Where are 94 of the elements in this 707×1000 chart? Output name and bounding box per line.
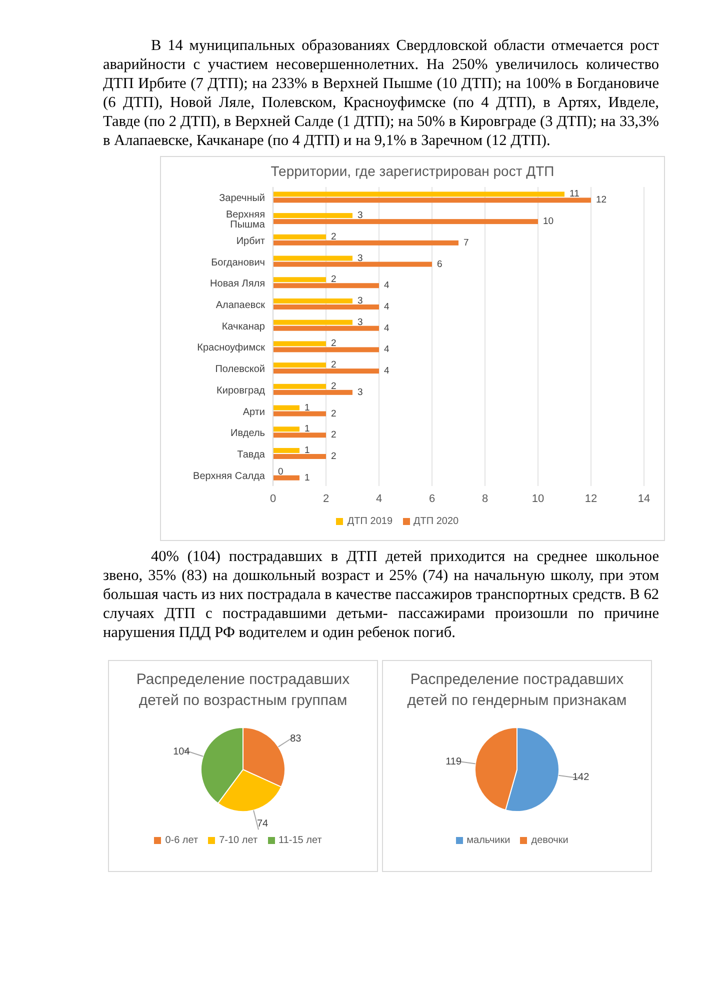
data-label: 1 <box>304 444 310 456</box>
legend-label: 11-15 лет <box>278 835 322 846</box>
text: В 14 муниципальных образованиях Свердловской области отмечается рост аварийности с участием несовершеннолетних. На 250% увеличилось количество ДТП Ирбите (7 ДТП); на 233% в Верхней Пышме (10 ДТП); на 100% в Богдановиче (6 ДТП), Новой Ляле, Полевском, Красноуфимске (по 4 ДТП), в Артях, Ивделе, Тавде (по 2 ДТП), в Верхней Салде (1 ДТП); на 50% в Кировграде (3 ДТП); на 33,3% в Алапаевске, Качканаре (по 4 ДТП) и на 9,1% в Заречном (12 ДТП). <box>103 36 659 150</box>
bar <box>273 198 591 203</box>
bar <box>273 192 564 197</box>
data-label: 1 <box>304 402 310 414</box>
x-tick-label: 6 <box>428 492 436 505</box>
legend-label: 0-6 лет <box>165 835 198 846</box>
data-label: 2 <box>331 380 336 392</box>
x-tick-label: 4 <box>376 492 382 505</box>
y-tick-label: Красноуфимск <box>197 342 266 354</box>
x-tick-label: 10 <box>532 492 544 505</box>
data-label: 3 <box>358 295 363 306</box>
y-tick-label: Богданович <box>211 257 265 268</box>
data-label: 4 <box>384 366 390 377</box>
bar <box>273 234 326 240</box>
bar <box>273 304 379 310</box>
data-label: 83 <box>290 734 302 745</box>
bar <box>273 448 300 453</box>
data-label: 2 <box>331 430 336 441</box>
bar <box>273 475 300 480</box>
data-label: 6 <box>437 258 442 270</box>
y-tick-label: Ирбит <box>236 236 266 247</box>
bar <box>273 326 379 331</box>
bar <box>273 454 326 459</box>
data-label: 11 <box>570 188 580 200</box>
y-tick-label: Кировград <box>216 385 266 396</box>
data-label: 3 <box>358 252 363 264</box>
bar <box>273 390 352 395</box>
data-label: 2 <box>331 274 336 286</box>
text: 40% (104) пострадавших в ДТП детей приходится на среднее школьное звено, 35% (83) на дошкольный возраст и 25% (74) на начальную школу, при этом большая часть из них пострадала в качестве пассажиров транспортных средств. В 62 случаях ДТП с пострадавшими детьми- пассажирами произошли по причине нарушения ПДД РФ водителем и один ребенок погиб. <box>103 547 659 642</box>
data-label: 119 <box>446 756 462 768</box>
data-label: 4 <box>384 301 390 312</box>
y-tick-label: Полевской <box>215 364 265 376</box>
legend-label: ДТП 2020 <box>414 516 459 527</box>
bar <box>273 368 379 374</box>
y-tick-label: Заречный <box>219 193 265 204</box>
chart-title: Распределение пострадавших детей по возрастным группам <box>135 670 351 711</box>
bar <box>273 384 326 389</box>
data-label: 10 <box>543 216 554 228</box>
data-label: 74 <box>257 818 269 830</box>
data-label: 3 <box>358 316 363 328</box>
x-tick-label: 14 <box>638 492 650 505</box>
data-label: 104 <box>173 746 190 758</box>
y-tick-label: Ивдель <box>230 428 265 440</box>
bar <box>273 426 300 432</box>
y-tick-label: Качканар <box>222 321 266 332</box>
legend-label: 7-10 лет <box>219 835 258 846</box>
data-label: 7 <box>464 237 469 248</box>
data-label: 3 <box>358 210 363 222</box>
bar <box>273 277 326 282</box>
data-label: 12 <box>596 194 607 206</box>
x-tick-label: 2 <box>322 492 330 505</box>
bar <box>273 283 379 288</box>
bar <box>273 256 352 261</box>
y-tick-label: Арти <box>242 406 265 418</box>
data-label: 4 <box>384 322 390 334</box>
bar <box>273 213 352 218</box>
y-tick-label: Верхняя Салда <box>193 470 266 482</box>
bar <box>273 362 326 368</box>
bar <box>273 432 326 438</box>
data-label: 2 <box>331 231 336 242</box>
x-tick-label: 0 <box>270 492 276 505</box>
data-label: 142 <box>572 772 590 783</box>
bar <box>273 405 300 410</box>
legend-label: ДТП 2019 <box>347 516 392 527</box>
bar <box>273 262 432 267</box>
bar <box>273 240 458 246</box>
bar <box>273 341 326 346</box>
data-label: 1 <box>304 472 310 484</box>
data-label: 4 <box>384 280 390 292</box>
y-tick-label: Верхняя Пышма <box>226 210 266 231</box>
bar <box>273 320 352 325</box>
data-label: 1 <box>304 424 310 435</box>
chart-title: Распределение пострадавших детей по гендерным признакам <box>406 670 628 711</box>
bar <box>273 347 379 352</box>
x-tick-label: 8 <box>482 492 488 505</box>
bar <box>273 219 538 224</box>
legend-label: мальчики <box>466 835 510 846</box>
data-label: 4 <box>384 344 390 356</box>
y-tick-label: Новая Ляля <box>210 278 265 290</box>
bar <box>273 411 326 416</box>
chart-title: Территории, где зарегистрирован рост ДТП <box>270 163 556 179</box>
legend-label: девочки <box>531 835 568 846</box>
data-label: 0 <box>278 466 284 478</box>
x-tick-label: 12 <box>584 492 598 505</box>
data-label: 2 <box>331 450 336 462</box>
y-tick-label: Алапаевск <box>216 300 266 312</box>
data-label: 2 <box>331 338 336 350</box>
y-tick-label: Тавда <box>237 450 266 461</box>
data-label: 2 <box>331 360 336 371</box>
data-label: 2 <box>331 408 336 420</box>
data-label: 3 <box>358 386 363 398</box>
bar <box>273 298 352 304</box>
